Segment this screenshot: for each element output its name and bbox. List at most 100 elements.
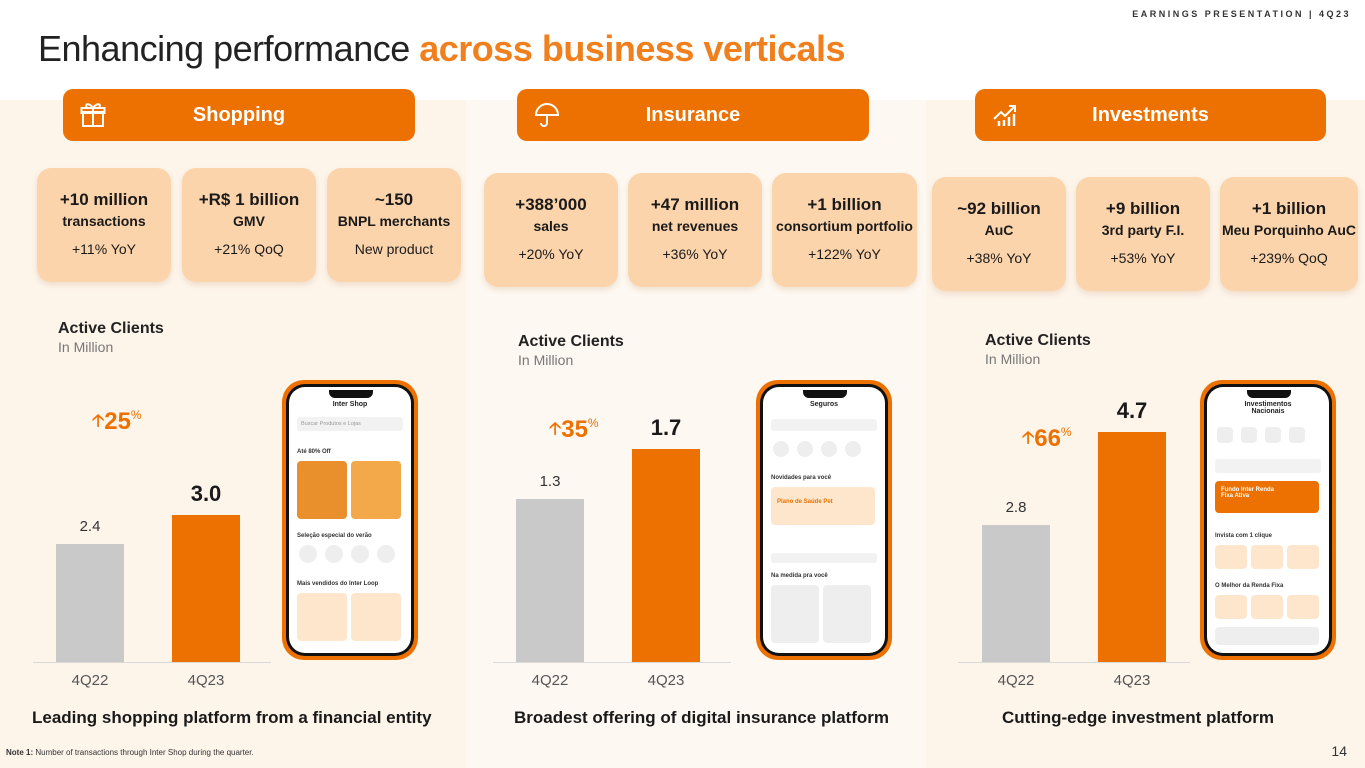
umbrella-icon (534, 103, 560, 127)
bar-value-label: 1.3 (539, 473, 561, 490)
phone-promo-text: Até 80% Off (297, 449, 331, 455)
kpi-change: +11% YoY (72, 241, 136, 257)
phone-icon (299, 545, 317, 563)
chart-subtitle: In Million (58, 339, 114, 355)
growth-value: 25 (104, 408, 131, 435)
kpi-value: ~92 billion (957, 199, 1041, 218)
kpi-change: +21% QoQ (214, 241, 284, 257)
phone-icon (1217, 427, 1233, 443)
kpi-change: +53% YoY (1110, 250, 1176, 266)
growth-chart-icon (993, 105, 1016, 126)
kpi-change: +36% YoY (662, 246, 728, 262)
phone-icon (351, 545, 369, 563)
footnote: Note 1: Number of transactions through I… (6, 748, 254, 757)
kpi-change: +239% QoQ (1250, 250, 1328, 266)
phone-section-text: Invista com 1 clique (1215, 533, 1273, 539)
kpi-card: +R$ 1 billion GMV +21% QoQ (182, 168, 316, 282)
chart-bar (1098, 432, 1166, 662)
chart-bar (982, 525, 1050, 662)
kpi-label: net revenues (651, 218, 739, 234)
x-axis-label: 4Q23 (1113, 672, 1151, 689)
kpi-value: +1 billion (1251, 199, 1327, 218)
phone-icon (821, 441, 837, 457)
chart-axis (33, 662, 271, 663)
phone-product-card (771, 585, 819, 643)
chart-bar (516, 499, 584, 662)
kpi-card: +388’000 sales +20% YoY (484, 173, 618, 287)
phone-bottom-bar (1215, 627, 1319, 645)
kpi-label: Meu Porquinho AuC (1221, 222, 1357, 238)
phone-product-card (1215, 595, 1247, 619)
up-arrow-icon: 🡡 (549, 419, 562, 438)
phone-screen-title: Investimentos Nacionais (1244, 401, 1292, 415)
growth-indicator: 🡡25% (92, 408, 142, 437)
chart-subtitle: In Million (985, 351, 1041, 367)
growth-unit: % (130, 408, 142, 422)
kpi-label: sales (533, 218, 569, 234)
investments-header: Investments (975, 89, 1326, 141)
kpi-card: ~92 billion AuC +38% YoY (932, 177, 1066, 291)
chart-subtitle: In Million (518, 352, 574, 368)
x-axis-label: 4Q22 (71, 672, 109, 689)
shopping-caption: Leading shopping platform from a financi… (32, 708, 432, 727)
title-plain: Enhancing performance (38, 28, 420, 69)
growth-indicator: 🡡35% (549, 416, 599, 445)
insurance-title: Insurance (645, 103, 741, 126)
phone-icon (773, 441, 789, 457)
x-axis-label: 4Q22 (997, 672, 1035, 689)
phone-product-card (1251, 545, 1283, 569)
growth-unit: % (587, 416, 599, 430)
kpi-value: +47 million (650, 195, 740, 214)
phone-icon (325, 545, 343, 563)
bar-value-label: 4.7 (1116, 398, 1148, 423)
kpi-change: New product (354, 241, 434, 257)
presentation-tag: EARNINGS PRESENTATION | 4Q23 (1132, 9, 1351, 19)
x-axis-label: 4Q22 (531, 672, 569, 689)
phone-product-card (297, 593, 347, 641)
kpi-label: transactions (62, 213, 146, 229)
footnote-label: Note 1: (6, 748, 34, 757)
phone-product-card (823, 585, 871, 643)
phone-mockup-insurance: Seguros Novidades para você Plano de Saú… (756, 380, 892, 660)
chart-title: Active Clients (518, 333, 624, 350)
kpi-label: GMV (233, 213, 265, 229)
chart-axis (958, 662, 1190, 663)
phone-section-text: Na medida pra você (771, 573, 828, 579)
chart-title: Active Clients (985, 332, 1091, 349)
phone-product-card (1287, 545, 1319, 569)
phone-icon (1265, 427, 1281, 443)
chart-bar (632, 449, 700, 662)
shopping-title: Shopping (192, 103, 286, 126)
phone-mockup-investments: Investimentos Nacionais Fundo Inter Rend… (1200, 380, 1336, 660)
kpi-card: +47 million net revenues +36% YoY (628, 173, 762, 287)
phone-promo-image (297, 461, 347, 519)
investments-title: Investments (1092, 103, 1209, 126)
kpi-label: 3rd party F.I. (1101, 222, 1185, 238)
phone-icon (377, 545, 395, 563)
chart-axis (493, 662, 731, 663)
phone-screen-title: Seguros (809, 401, 838, 408)
kpi-label: BNPL merchants (337, 213, 451, 229)
phone-product-card (1251, 595, 1283, 619)
kpi-label: consortium portfolio (776, 218, 913, 234)
chart-bar (172, 515, 240, 662)
insurance-header: Insurance (517, 89, 869, 141)
phone-product-card (351, 593, 401, 641)
investments-caption: Cutting-edge investment platform (1002, 708, 1275, 727)
kpi-value: +10 million (59, 190, 149, 209)
kpi-value: ~150 (374, 190, 414, 209)
growth-value: 35 (561, 416, 588, 443)
kpi-card: +10 million transactions +11% YoY (37, 168, 171, 282)
bar-value-label: 3.0 (190, 481, 222, 506)
kpi-change: +122% YoY (808, 246, 881, 262)
phone-screen-title: Inter Shop (332, 401, 368, 408)
phone-section-text: Mais vendidos do Inter Loop (297, 581, 379, 587)
kpi-card: +9 billion 3rd party F.I. +53% YoY (1076, 177, 1210, 291)
kpi-value: +388’000 (515, 195, 587, 214)
footnote-text: Number of transactions through Inter Sho… (33, 748, 254, 757)
insurance-caption: Broadest offering of digital insurance p… (514, 708, 889, 727)
page-title: Enhancing performance across business ve… (38, 28, 846, 70)
phone-section-text: O Melhor da Renda Fixa (1215, 583, 1284, 589)
gift-icon (80, 103, 106, 127)
kpi-card: +1 billion consortium portfolio +122% Yo… (772, 173, 917, 287)
